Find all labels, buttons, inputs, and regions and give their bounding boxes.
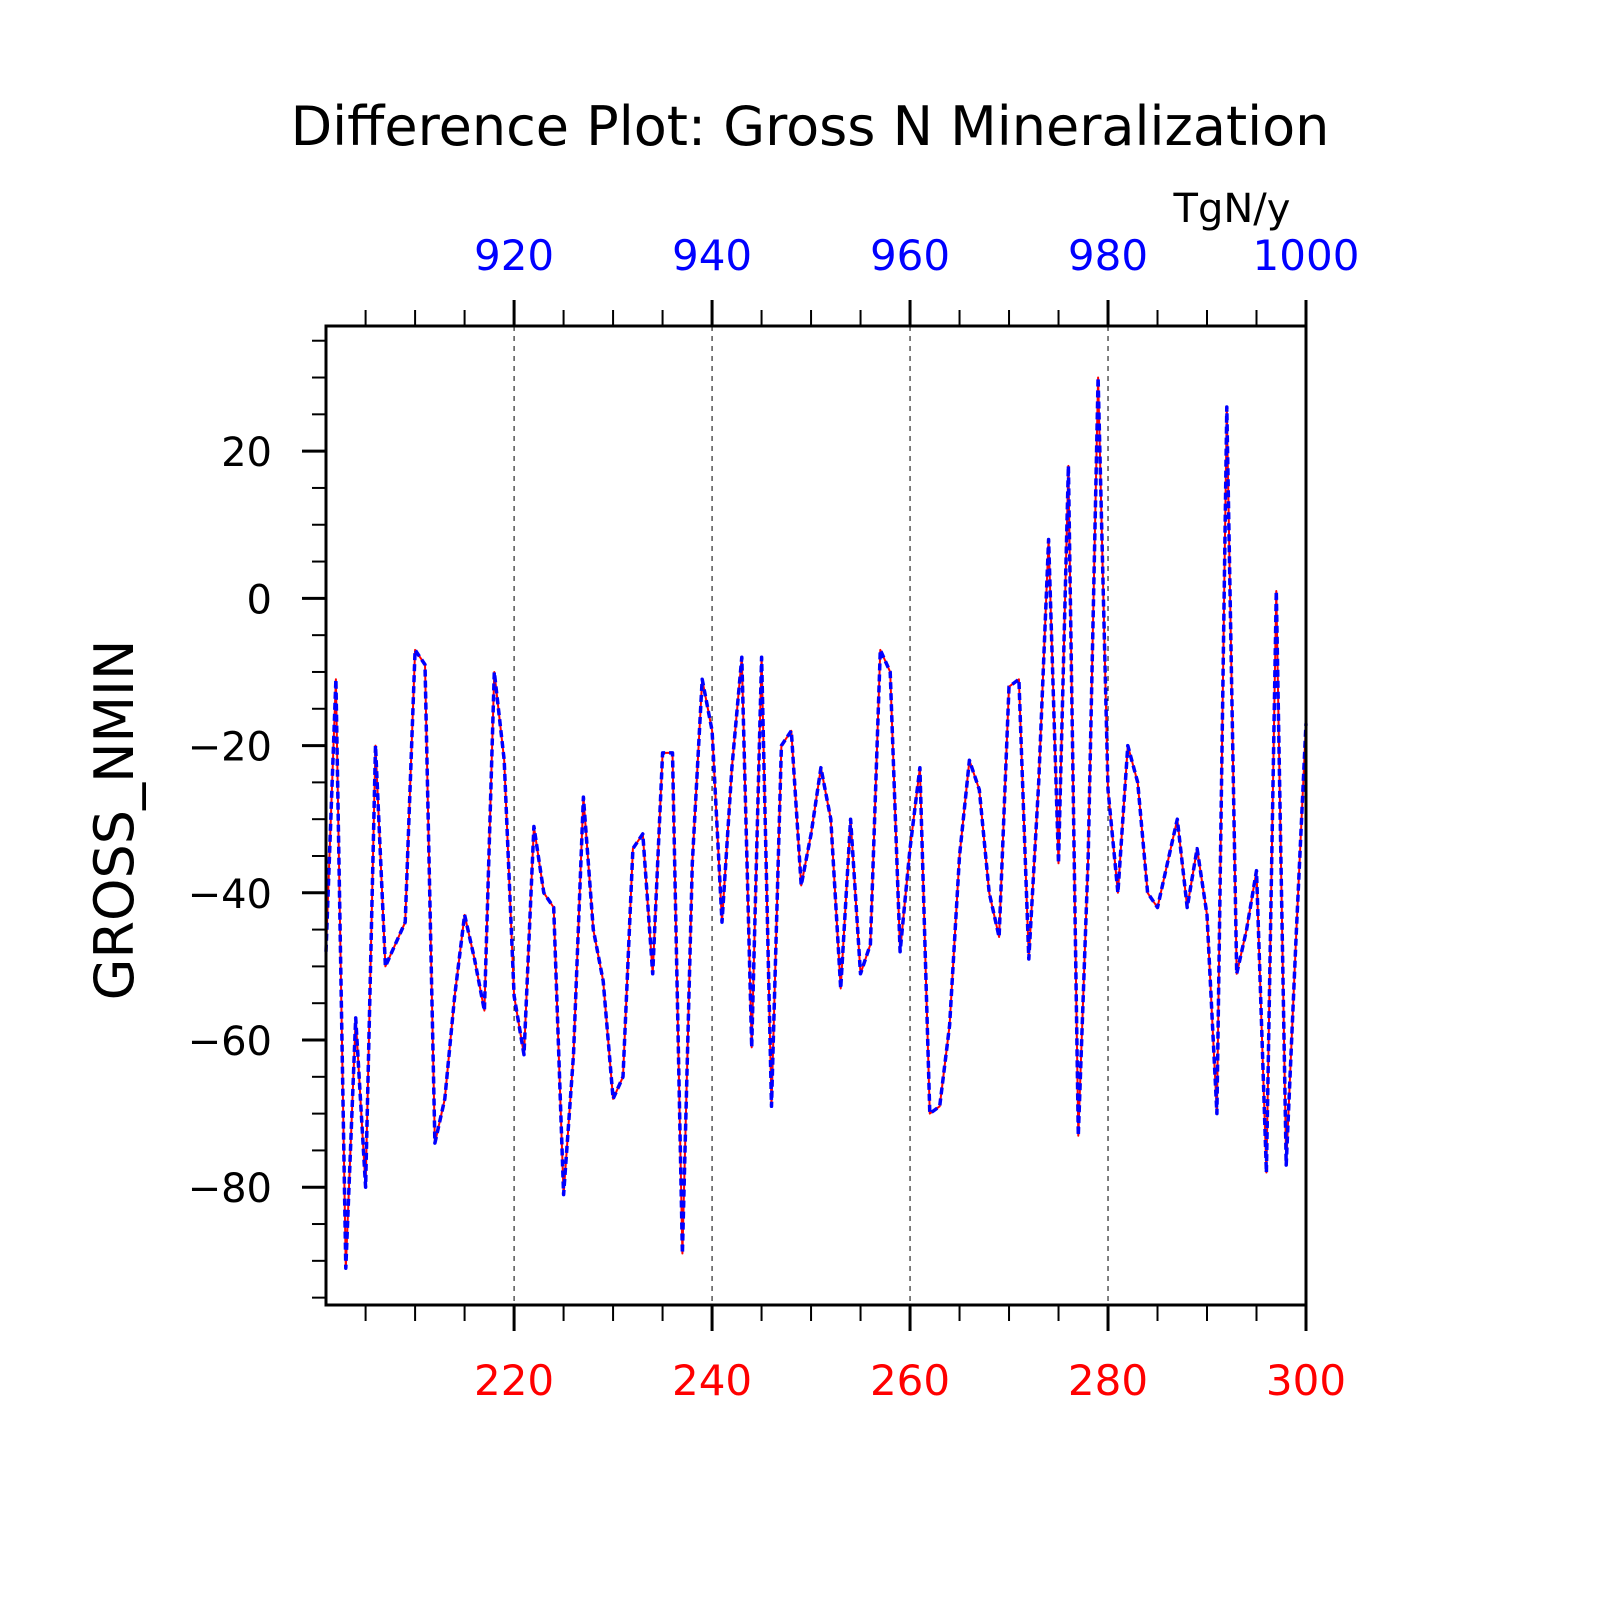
gridlines <box>513 326 1109 1305</box>
y-tick-label: −40 <box>188 872 272 918</box>
series-line-blue <box>324 375 1308 1270</box>
y-tick-label: −80 <box>188 1166 272 1212</box>
x-bottom-tick-label: 300 <box>1266 1356 1346 1405</box>
y-tick-label: −60 <box>188 1019 272 1065</box>
plot-frame <box>324 324 1308 1307</box>
y-axis-label: GROSS_NMIN <box>83 640 146 1001</box>
y-tick-label: 20 <box>221 430 272 476</box>
series-line-red <box>325 376 1307 1270</box>
x-bottom-tick-label: 280 <box>1068 1356 1148 1405</box>
y-tick-label: 0 <box>247 577 272 623</box>
chart-title: Difference Plot: Gross N Mineralization <box>291 95 1330 158</box>
x-bottom-tick-label: 260 <box>870 1356 950 1405</box>
x-top-tick-label: 980 <box>1068 231 1148 280</box>
x-top-tick-label: 940 <box>672 231 752 280</box>
x-top-tick-label: 960 <box>870 231 950 280</box>
x-top-tick-label: 920 <box>474 231 554 280</box>
units-label: TgN/y <box>1173 186 1291 232</box>
x-top-tick-label: 1000 <box>1253 231 1360 280</box>
series-layer <box>324 375 1308 1270</box>
axes: 220 240 260 280 300 920 940 960 980 1000 20 0 −20 −40… <box>188 231 1360 1405</box>
y-tick-label: −20 <box>188 725 272 771</box>
x-bottom-tick-label: 220 <box>474 1356 554 1405</box>
x-bottom-tick-label: 240 <box>672 1356 752 1405</box>
